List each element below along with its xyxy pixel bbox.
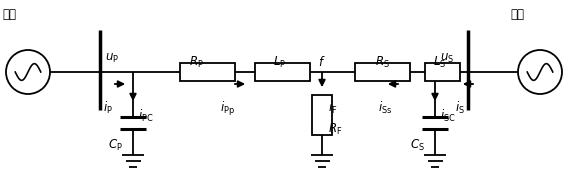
Bar bbox=[255, 63, 310, 81]
Text: 光伏: 光伏 bbox=[2, 8, 16, 21]
Text: $i_{\mathrm{F}}$: $i_{\mathrm{F}}$ bbox=[328, 100, 337, 116]
Text: 系统: 系统 bbox=[510, 8, 524, 21]
Bar bbox=[425, 63, 460, 81]
Text: $L_{\mathrm{S}}$: $L_{\mathrm{S}}$ bbox=[433, 55, 446, 70]
Text: $i_{\mathrm{Pp}}$: $i_{\mathrm{Pp}}$ bbox=[220, 100, 235, 118]
Text: $u_{\mathrm{P}}$: $u_{\mathrm{P}}$ bbox=[105, 52, 119, 65]
Bar bbox=[180, 63, 235, 81]
Bar bbox=[355, 63, 410, 81]
Text: $C_{\mathrm{P}}$: $C_{\mathrm{P}}$ bbox=[108, 138, 123, 153]
Text: $i_{\mathrm{PC}}$: $i_{\mathrm{PC}}$ bbox=[138, 108, 153, 124]
Text: $i_{\mathrm{SC}}$: $i_{\mathrm{SC}}$ bbox=[440, 108, 456, 124]
Bar bbox=[312, 95, 332, 135]
Text: $R_{\mathrm{P}}$: $R_{\mathrm{P}}$ bbox=[189, 55, 203, 70]
Text: $R_{\mathrm{S}}$: $R_{\mathrm{S}}$ bbox=[374, 55, 390, 70]
Text: $i_{\mathrm{P}}$: $i_{\mathrm{P}}$ bbox=[103, 100, 113, 116]
Text: $u_{\mathrm{S}}$: $u_{\mathrm{S}}$ bbox=[440, 52, 454, 65]
Text: $i_{\mathrm{Ss}}$: $i_{\mathrm{Ss}}$ bbox=[378, 100, 392, 116]
Text: $f$: $f$ bbox=[318, 55, 326, 69]
Text: $C_{\mathrm{S}}$: $C_{\mathrm{S}}$ bbox=[410, 138, 425, 153]
Text: $R_{\mathrm{F}}$: $R_{\mathrm{F}}$ bbox=[328, 122, 343, 137]
Text: $i_{\mathrm{S}}$: $i_{\mathrm{S}}$ bbox=[455, 100, 465, 116]
Text: $L_{\mathrm{P}}$: $L_{\mathrm{P}}$ bbox=[273, 55, 287, 70]
